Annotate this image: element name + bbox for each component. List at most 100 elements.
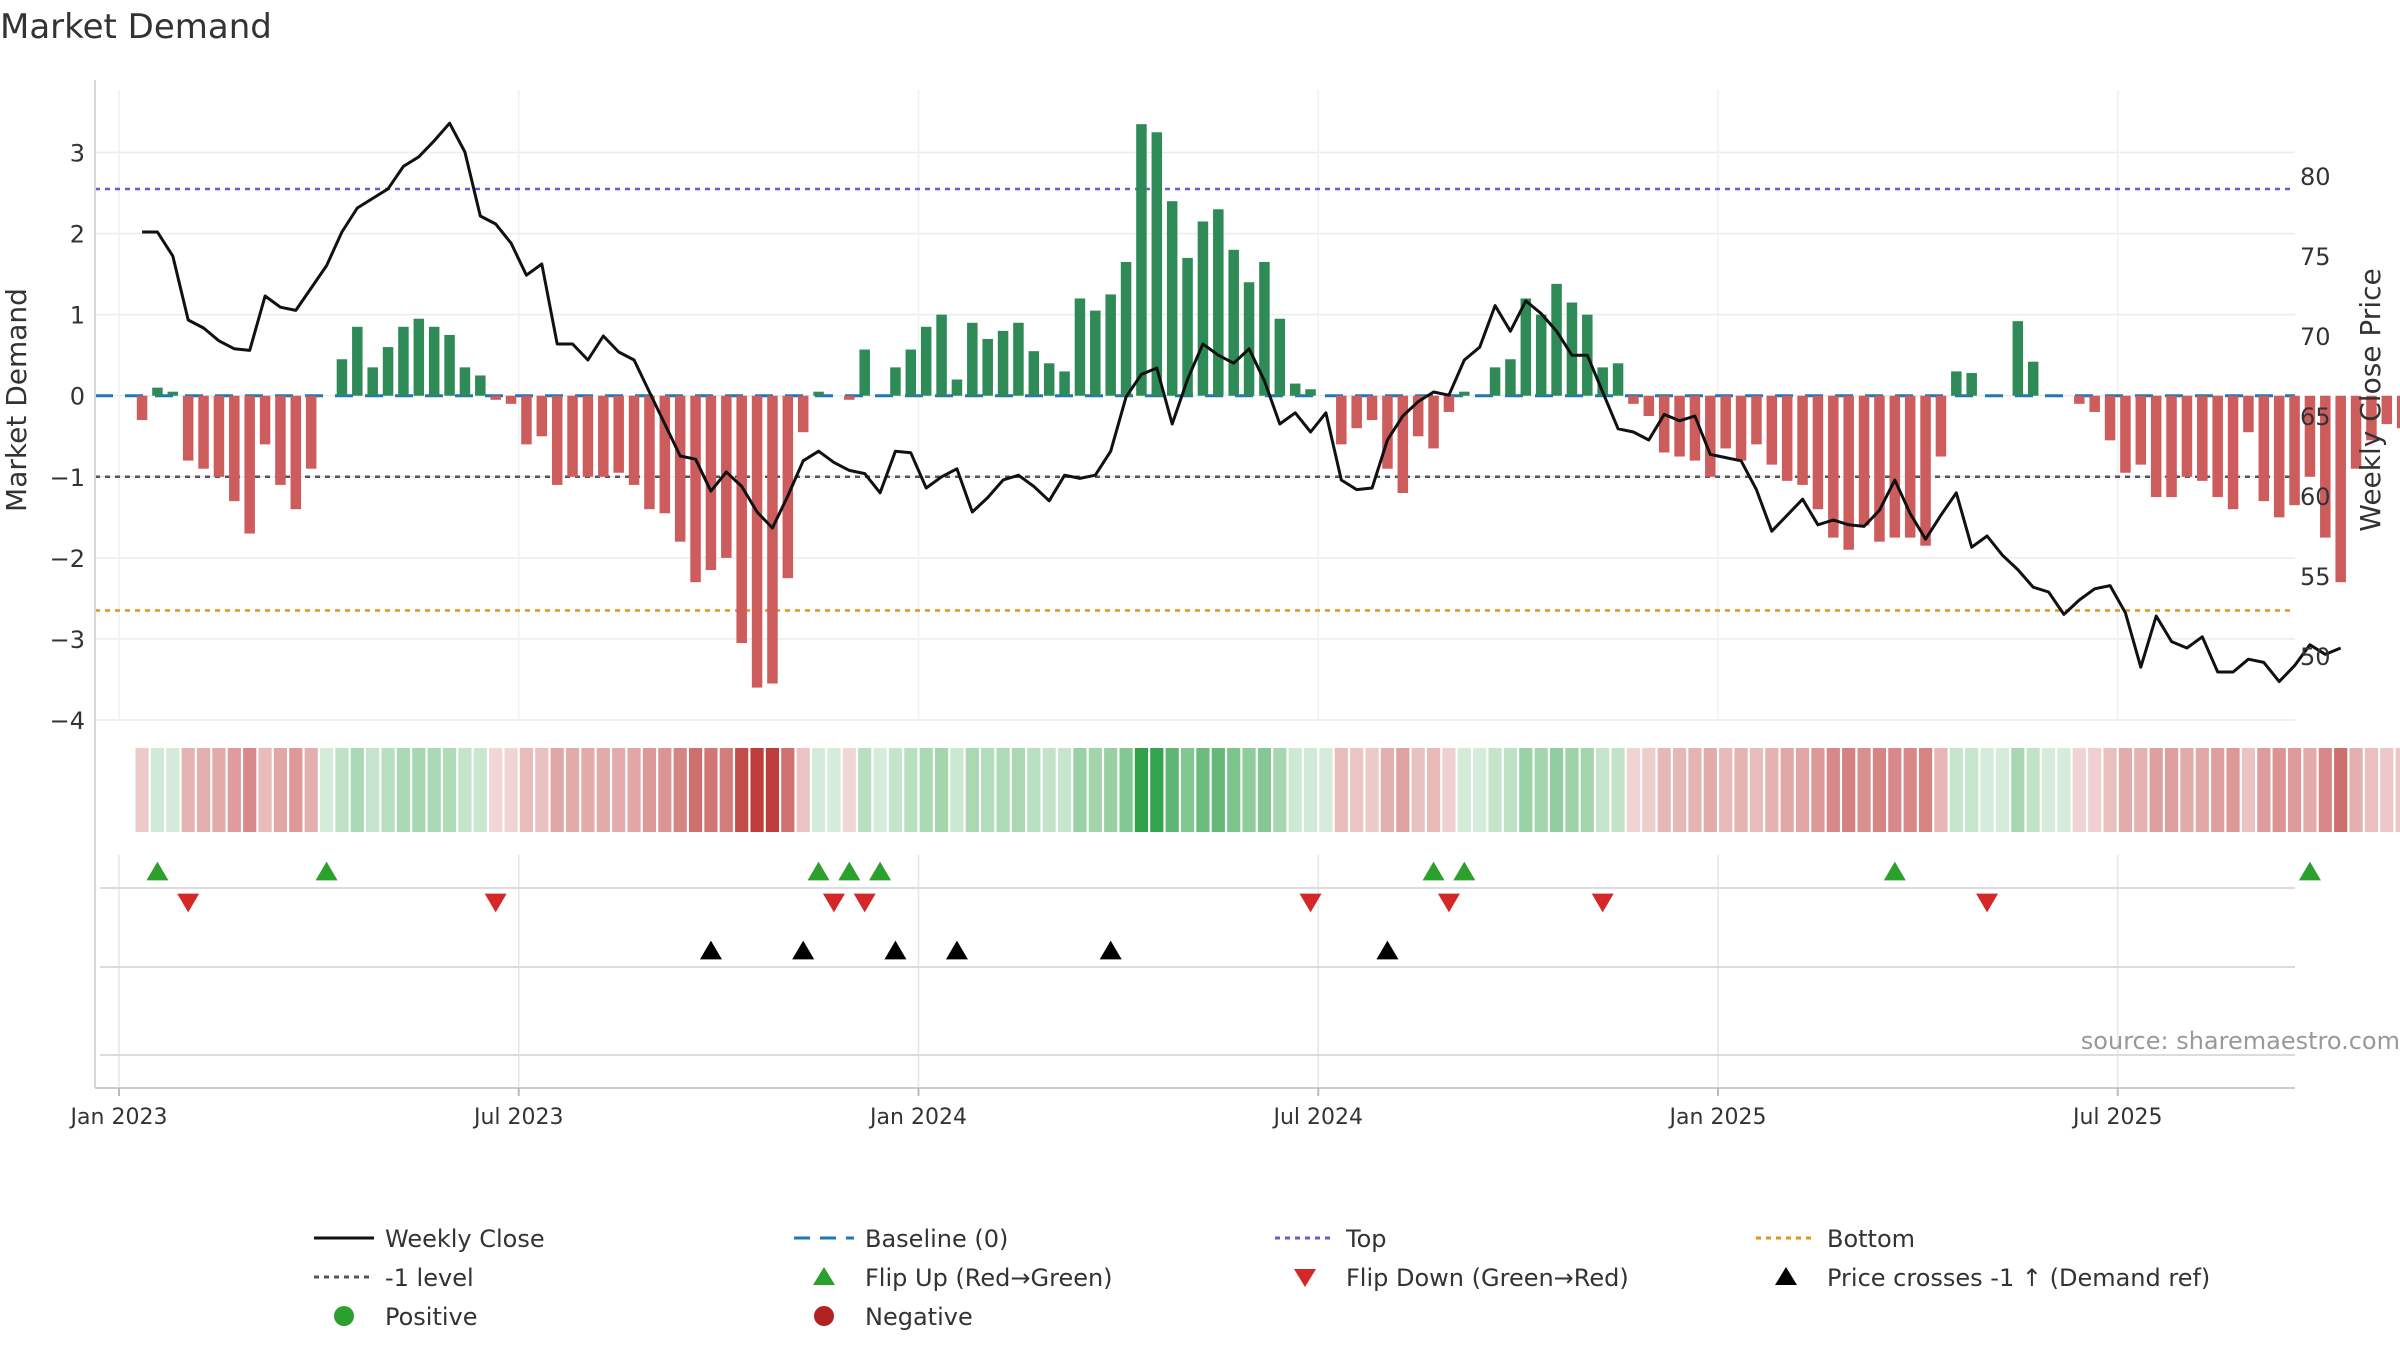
demand-bar <box>198 395 209 469</box>
weekly-close-series <box>142 121 2342 684</box>
heat-cell <box>273 748 288 832</box>
demand-bar <box>136 395 148 421</box>
flip-down-marker <box>822 893 845 913</box>
demand-bar <box>2135 395 2147 465</box>
right-tick-label: 75 <box>2300 243 2331 271</box>
demand-bar <box>659 395 671 514</box>
heat-cell <box>1703 748 1717 832</box>
demand-bar <box>413 318 425 396</box>
heat-cell <box>150 748 165 832</box>
heat-cell <box>2164 748 2179 832</box>
legend-swatch-cross <box>1775 1267 1797 1285</box>
heat-cell <box>811 748 826 832</box>
heat-cell <box>858 748 872 832</box>
demand-bar <box>644 395 655 510</box>
heat-cell <box>642 748 657 832</box>
demand-bar <box>1074 298 1086 396</box>
demand-bar <box>382 347 394 396</box>
demand-bar <box>1797 395 1808 485</box>
heat-cell <box>796 748 810 832</box>
demand-bar <box>1843 395 1854 550</box>
legend-label: Flip Up (Red→Green) <box>865 1264 1113 1292</box>
price-cross-marker <box>1376 940 1399 960</box>
demand-bars <box>136 124 2400 688</box>
demand-bar <box>2089 395 2100 412</box>
flip-down-marker <box>177 893 200 913</box>
demand-bar <box>1059 371 1070 396</box>
demand-bar <box>813 391 824 396</box>
demand-bar <box>536 395 548 437</box>
demand-bar <box>628 395 640 485</box>
demand-bar <box>2243 395 2254 433</box>
demand-bar <box>1935 395 1947 457</box>
demand-bar <box>951 379 963 396</box>
heat-cell <box>627 748 641 832</box>
heat-cell <box>1027 748 1041 832</box>
heat-cell <box>381 748 395 832</box>
flip-up-marker <box>146 861 169 881</box>
demand-bar <box>1397 395 1409 494</box>
heat-cell <box>565 748 580 832</box>
heat-cell <box>1734 748 1748 832</box>
heat-cell <box>335 748 349 832</box>
x-tick-label: Jul 2025 <box>2071 1105 2163 1130</box>
demand-bar <box>2366 395 2377 441</box>
right-tick-label: 60 <box>2300 483 2331 511</box>
heat-cell <box>1150 748 1164 832</box>
heat-cell <box>1826 748 1840 832</box>
demand-bar <box>2335 395 2346 583</box>
heat-cell <box>412 748 426 832</box>
x-tick-label: Jul 2024 <box>1271 1105 1363 1130</box>
heat-cell <box>1965 748 1979 832</box>
demand-bar <box>997 330 1009 396</box>
demand-bar <box>1305 389 1316 396</box>
axes: 3 2 1 0 −1 −2 −3 −4 80 75 70 65 60 55 50 Jan 2023 Jul 20… <box>0 80 2387 1130</box>
demand-bar <box>182 395 194 461</box>
heat-cell <box>2088 748 2102 832</box>
demand-bar <box>2027 361 2039 396</box>
demand-bar <box>1274 318 1286 396</box>
left-tick-label: 3 <box>70 140 85 168</box>
heat-cell <box>612 748 626 832</box>
price-cross-marker <box>945 940 968 960</box>
heat-cell <box>1503 748 1518 832</box>
demand-bar <box>1874 395 1885 542</box>
heat-cell <box>1350 748 1364 832</box>
heat-cell <box>1334 748 1348 832</box>
heat-cell <box>950 748 964 832</box>
legend-label: -1 level <box>385 1264 474 1292</box>
heat-cell <box>319 748 334 832</box>
heat-cell <box>919 748 933 832</box>
flip-up-marker <box>838 861 861 881</box>
demand-bar <box>598 395 609 477</box>
demand-bar <box>2012 321 2024 396</box>
demand-bar <box>582 395 594 477</box>
heat-cell <box>658 748 672 832</box>
demand-bar <box>567 395 578 477</box>
heat-cell <box>1903 748 1917 832</box>
heat-cell <box>2318 748 2332 832</box>
demand-bar <box>890 367 901 396</box>
demand-bar <box>1136 124 1147 396</box>
right-tick-label: 55 <box>2300 563 2331 591</box>
demand-bar <box>1028 351 1040 396</box>
demand-bar <box>1705 395 1716 477</box>
heat-cell <box>1288 748 1302 832</box>
demand-bar <box>1597 367 1608 396</box>
demand-bar <box>1766 395 1778 465</box>
left-tick-label: −2 <box>50 545 85 573</box>
demand-bar <box>259 395 271 445</box>
heat-cell <box>1611 748 1625 832</box>
demand-bar <box>1412 395 1424 437</box>
heat-cell <box>1795 748 1810 832</box>
demand-bar <box>1505 359 1516 396</box>
heat-cell <box>196 748 211 832</box>
demand-bar <box>705 395 717 571</box>
demand-bar <box>2258 395 2270 502</box>
heat-cell <box>1442 748 1456 832</box>
heat-cell <box>827 748 841 832</box>
demand-bar <box>1720 395 1731 449</box>
demand-bar <box>1166 201 1178 396</box>
x-tick-label: Jan 2023 <box>69 1105 168 1130</box>
